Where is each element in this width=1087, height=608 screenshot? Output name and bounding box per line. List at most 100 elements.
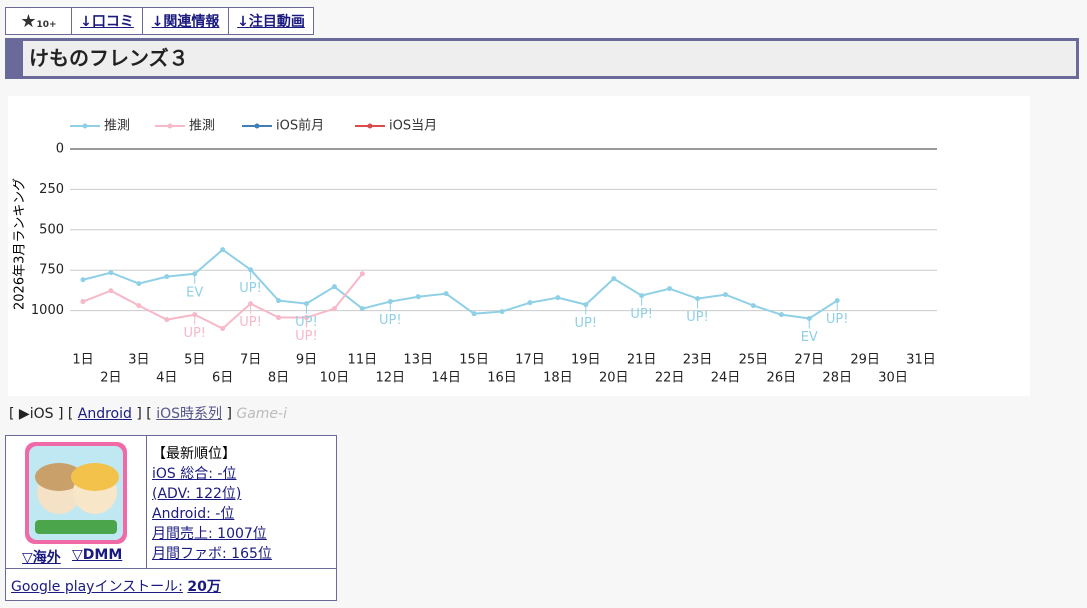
install-label[interactable]: Google playインストール:	[11, 579, 183, 595]
legend-label: iOS当月	[389, 119, 437, 134]
point	[443, 291, 449, 297]
x-tick-label: 13日	[403, 353, 433, 368]
title-bar: けものフレンズ３	[5, 38, 1079, 79]
point	[248, 301, 254, 307]
x-tick-label: 9日	[296, 353, 317, 368]
point	[80, 277, 86, 283]
legend-marker	[254, 123, 260, 129]
point	[527, 300, 533, 306]
y-tick-label: 0	[56, 142, 64, 157]
x-tick-label: 27日	[794, 353, 824, 368]
rank-row[interactable]: 月間ファボ: 165位	[152, 546, 272, 562]
x-tick-label: 15日	[459, 353, 489, 368]
tab[interactable]: ↓関連情報	[142, 7, 229, 35]
dmm-link[interactable]: ▽DMM	[72, 547, 123, 563]
star: ★	[20, 11, 37, 32]
rank-row[interactable]: 月間売上: 1007位	[152, 526, 267, 542]
y-tick-label: 1000	[31, 303, 64, 318]
point	[108, 288, 114, 294]
point	[164, 317, 170, 323]
point	[667, 286, 673, 292]
x-tick-label: 23日	[683, 353, 713, 368]
point	[136, 303, 142, 309]
point	[108, 270, 114, 276]
rank-cell: 【最新順位】 iOS 総合: -位 (ADV: 122位) Android: -位月…	[146, 436, 336, 569]
timeline-link[interactable]: iOS時系列	[156, 406, 222, 422]
legend-marker	[82, 123, 88, 129]
icon-cell: ▽海外 ▽DMM	[6, 436, 147, 569]
point	[359, 271, 365, 277]
x-tick-label: 11日	[348, 353, 378, 368]
x-tick-label: 14日	[431, 371, 461, 386]
x-tick-label: 28日	[822, 371, 852, 386]
point	[583, 302, 589, 308]
point	[192, 271, 198, 277]
point	[611, 276, 617, 282]
x-tick-label: 16日	[487, 371, 517, 386]
annotation: UP!	[630, 307, 653, 322]
x-tick-label: 7日	[240, 353, 261, 368]
x-tick-label: 3日	[128, 353, 149, 368]
x-tick-label: 24日	[711, 371, 741, 386]
x-tick-label: 30日	[878, 371, 908, 386]
point	[555, 295, 561, 301]
point	[276, 298, 282, 304]
tab[interactable]: ↓注目動画	[228, 7, 314, 35]
bracket: [	[9, 406, 15, 422]
bracket: ]	[226, 406, 232, 422]
x-tick-label: 8日	[268, 371, 289, 386]
point	[778, 312, 784, 318]
legend-marker	[167, 123, 173, 129]
x-tick-label: 10日	[320, 371, 350, 386]
tab[interactable]: ↓口コミ	[71, 7, 143, 35]
point	[359, 306, 365, 312]
x-tick-label: 4日	[156, 371, 177, 386]
annotation: UP!	[379, 313, 402, 328]
x-tick-label: 22日	[655, 371, 685, 386]
x-tick-label: 29日	[850, 353, 880, 368]
rating-tab[interactable]: ★10+	[5, 7, 72, 35]
point	[80, 299, 86, 305]
annotation: UP!	[575, 316, 598, 331]
x-tick-label: 12日	[375, 371, 405, 386]
bracket: ] [	[136, 406, 152, 422]
x-tick-label: 2日	[100, 371, 121, 386]
legend-label: 推測	[104, 119, 130, 134]
title: けものフレンズ３	[23, 41, 1076, 76]
rank-row[interactable]: (ADV: 122位)	[152, 486, 242, 502]
annotation: EV	[801, 330, 818, 345]
rank-heading: 【最新順位】	[152, 446, 236, 462]
y-tick-label: 500	[39, 222, 64, 237]
point	[220, 326, 226, 332]
x-tick-label: 19日	[571, 353, 601, 368]
x-tick-label: 26日	[767, 371, 797, 386]
platform-links: [ ▶iOS ] [ Android ] [ iOS時系列 ] Game-i	[9, 403, 287, 423]
point	[471, 311, 477, 317]
x-tick-label: 17日	[515, 353, 545, 368]
annotation: UP!	[239, 315, 262, 330]
x-tick-label: 1日	[72, 353, 93, 368]
annotation: UP!	[183, 326, 206, 341]
y-tick-label: 250	[39, 182, 64, 197]
bracket: ] [	[57, 406, 74, 422]
rank-row[interactable]: iOS 総合: -位	[152, 466, 237, 482]
gamei: Game-i	[236, 406, 287, 422]
x-tick-label: 31日	[906, 353, 936, 368]
x-tick-label: 21日	[627, 353, 657, 368]
info-box: ▽海外 ▽DMM 【最新順位】 iOS 総合: -位 (ADV: 122位) And…	[5, 435, 337, 601]
legend-label: iOS前月	[276, 118, 324, 134]
overseas-link[interactable]: ▽海外	[22, 550, 61, 566]
point	[164, 274, 170, 280]
rank-row[interactable]: Android: -位	[152, 506, 235, 522]
rank-list: 【最新順位】 iOS 総合: -位 (ADV: 122位) Android: -位月…	[152, 444, 272, 564]
annotation: UP!	[239, 281, 262, 296]
point	[415, 294, 421, 300]
android-link[interactable]: Android	[77, 406, 132, 422]
point	[722, 292, 728, 298]
point	[331, 284, 337, 290]
point	[303, 301, 309, 307]
annotation: EV	[186, 285, 203, 300]
x-tick-label: 6日	[212, 371, 233, 386]
rating: 10+	[36, 20, 57, 30]
